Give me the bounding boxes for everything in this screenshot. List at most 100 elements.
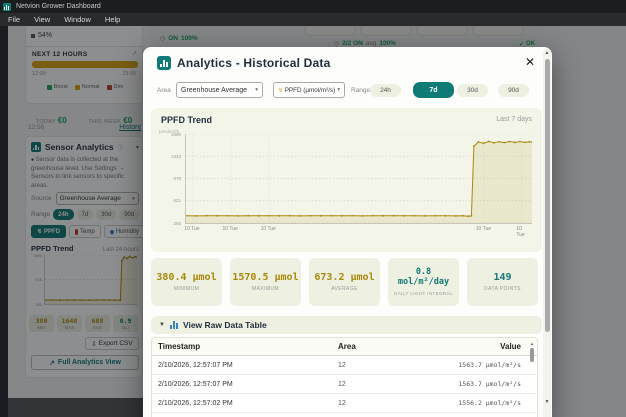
range-7d-button[interactable]: 7d	[76, 209, 94, 220]
modal-scrollbar[interactable]: ▲ ▼	[543, 49, 551, 417]
on-pct: 100%	[181, 35, 198, 42]
range-label: Range	[351, 87, 371, 94]
menu-file[interactable]: File	[8, 15, 21, 24]
scrollbar-thumb[interactable]	[530, 348, 534, 362]
metric-ppfd-button[interactable]: ↯ PPFD	[31, 225, 67, 238]
export-csv-button[interactable]: ⇩ Export CSV	[85, 337, 139, 350]
x-tick-label: 10 Tue	[475, 226, 492, 232]
y-tick-label: 1334	[170, 153, 181, 159]
mini-stats: 380 MIN 1648 MAX 688 AVG 0.9 DLI	[29, 315, 141, 332]
x-tick-label: 10 Tue	[516, 226, 525, 238]
chevron-down-icon: ▾	[337, 87, 340, 93]
mini-chart-title: PPFD Trend	[31, 244, 74, 253]
boost-swatch	[46, 84, 52, 90]
source-select[interactable]: Greenhouse Average ▾	[55, 192, 139, 205]
sensor-analytics-card: Sensor Analytics ⓘ ▾ ● Sensor data is co…	[25, 136, 146, 378]
range-24h-button[interactable]: 24h	[53, 209, 74, 220]
info-dot-icon: ●	[31, 157, 36, 163]
ppfd-trend-panel: PPFD Trend Last 7 days µmol/m²/s 1690 133…	[151, 108, 542, 252]
table-row: 2/10/2026, 12:57:02 PM 12 1556.2 µmol/m²…	[152, 394, 537, 413]
menubar: File View Window Help	[0, 13, 626, 26]
ppfd-trend-chart: 1690 1334 978 621 265 10 Tue 10 Tue 10 Tue 10 T…	[159, 132, 536, 246]
today-label: TODAY	[35, 119, 56, 125]
clock-text: 12:56	[28, 124, 45, 131]
range-30d-button[interactable]: 30d	[457, 83, 488, 97]
week-label: THIS WEEK	[88, 119, 122, 125]
background-pill-buttons	[304, 24, 524, 36]
menu-view[interactable]: View	[34, 15, 51, 24]
range-90d-button[interactable]: 90d	[498, 83, 529, 97]
raw-data-table: Timestamp Area Value 2/10/2026, 12:57:07…	[151, 337, 538, 417]
menu-help[interactable]: Help	[104, 15, 121, 24]
clock-icon: ◷	[160, 36, 166, 42]
sensor-analytics-title: Sensor Analytics	[45, 142, 114, 152]
sensor-analytics-icon	[31, 142, 41, 152]
left-footer-strip	[8, 398, 151, 417]
expand-icon: ↗	[49, 359, 55, 367]
bullet-icon	[31, 33, 35, 38]
status-avg-row: ◷ 2/2 ON avg 100%	[334, 40, 396, 47]
y-axis-unit: µmol/m²/s	[159, 129, 179, 134]
chevron-down-icon: ▾	[132, 195, 135, 202]
metric-select[interactable]: ↯ PPFD (µmol/m²/s) ▾	[273, 82, 345, 98]
range-30d-button[interactable]: 30d	[96, 209, 117, 220]
humidity-value: 54%	[38, 32, 53, 39]
app-title: Netvion Grower Dashboard	[16, 3, 101, 10]
menu-window[interactable]: Window	[64, 15, 91, 24]
download-icon: ⇩	[91, 340, 97, 348]
range-7d-button[interactable]: 7d	[413, 82, 454, 98]
scroll-up-icon[interactable]: ▲	[530, 341, 534, 346]
legend-label: Normal	[81, 84, 100, 90]
chevron-down-icon: ▾	[255, 87, 258, 93]
status-on-row: ◷ ON 100%	[160, 35, 198, 42]
check-icon: ✓	[519, 41, 525, 48]
end-time: 23:00	[122, 71, 136, 77]
chart-period: Last 7 days	[496, 116, 532, 123]
y-tick-label: 265	[35, 301, 42, 307]
refresh-icon: ◷	[334, 41, 340, 47]
stat-average: 673.2 µmol AVERAGE	[309, 258, 380, 306]
info-icon[interactable]: ⓘ	[117, 145, 124, 152]
modal-title: Analytics - Historical Data	[177, 56, 331, 70]
scroll-up-icon[interactable]: ▲	[544, 50, 550, 56]
schedule-legend: Boost Normal Dim	[26, 84, 144, 90]
table-scrollbar[interactable]: ▲	[529, 341, 535, 362]
range-90d-button[interactable]: 90d	[119, 209, 140, 220]
y-tick-label: 621	[173, 198, 181, 204]
avg-value: 688	[91, 317, 104, 325]
min-value: 380	[35, 317, 48, 325]
col-timestamp: Timestamp	[158, 342, 201, 351]
external-link-icon[interactable]: ↗	[131, 51, 137, 57]
thermometer-icon	[75, 228, 79, 235]
ratio-text: 2/2 ON	[342, 40, 363, 47]
legend-label: Dim	[113, 84, 124, 90]
max-value: 1648	[61, 317, 78, 325]
table-header: Timestamp Area Value	[152, 338, 537, 356]
stat-maximum: 1570.5 µmol MAXIMUM	[230, 258, 301, 306]
dim-swatch	[106, 84, 112, 90]
app-icon	[3, 2, 11, 11]
scrollbar-thumb[interactable]	[544, 59, 550, 332]
left-column: ⌄ 54% NEXT 12 HOURS ↗ 12:00 23:00 Boost …	[8, 20, 151, 417]
range-24h-button[interactable]: 24h	[370, 83, 401, 97]
raw-data-toggle[interactable]: ▼ View Raw Data Table	[151, 316, 542, 334]
scroll-down-icon[interactable]: ▼	[544, 399, 550, 405]
chart-title: PPFD Trend	[161, 115, 213, 125]
full-analytics-view-button[interactable]: ↗ Full Analytics View	[31, 355, 139, 370]
legend-label: Boost	[53, 84, 68, 90]
window-titlebar: Netvion Grower Dashboard	[0, 0, 626, 13]
analytics-modal: Analytics - Historical Data ✕ Area Green…	[143, 47, 552, 417]
y-tick-label: 1690	[33, 252, 42, 258]
history-link[interactable]: History	[119, 124, 141, 131]
table-row: 2/10/2026, 12:57:07 PM 12 1563.7 µmol/m²…	[152, 375, 537, 394]
close-icon[interactable]: ✕	[524, 55, 536, 69]
chevron-down-icon[interactable]: ▾	[135, 144, 139, 151]
sensor-note: ● Sensor data is collected at the greenh…	[31, 156, 125, 190]
area-select[interactable]: Greenhouse Average ▾	[176, 82, 263, 98]
y-tick-label: 265	[173, 220, 181, 226]
dli-value: 0.9	[119, 317, 132, 325]
ok-status-badge: ✓ OK	[515, 39, 540, 49]
metric-temp-button[interactable]: Temp	[69, 225, 101, 238]
avg-value: 100%	[379, 40, 396, 47]
